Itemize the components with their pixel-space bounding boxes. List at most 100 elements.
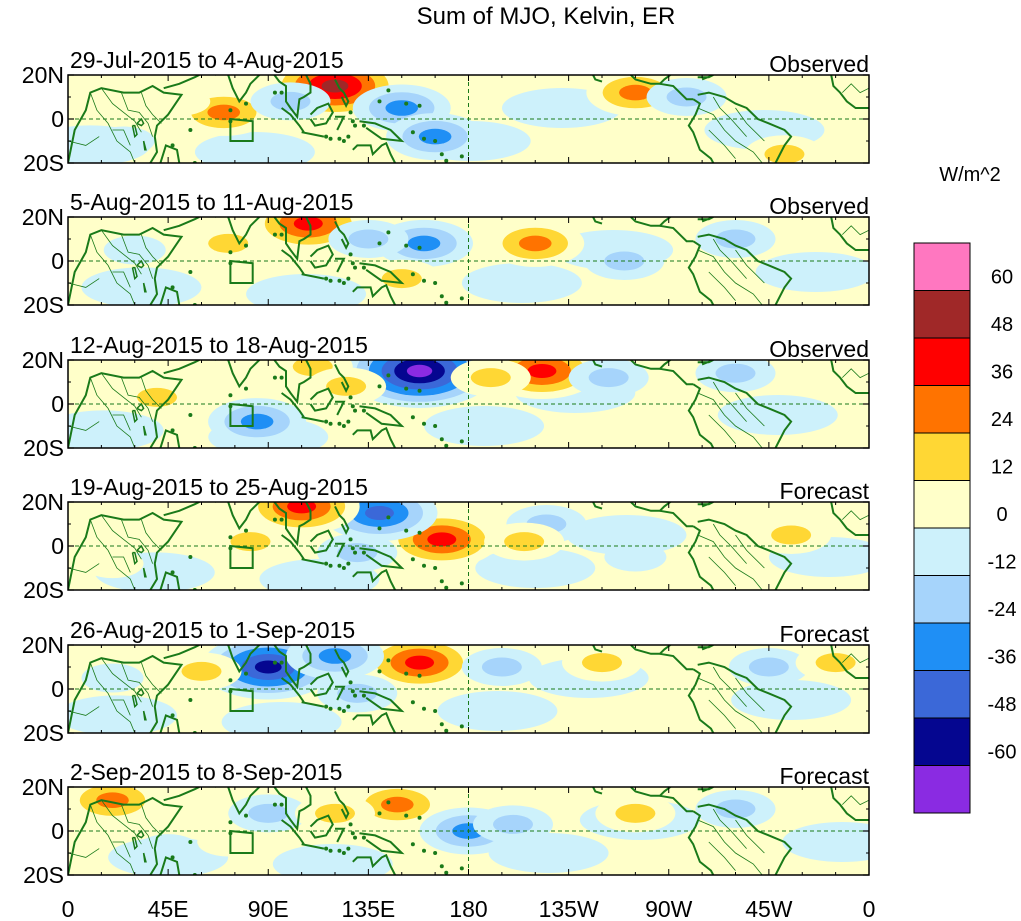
- island: [337, 706, 342, 711]
- island: [279, 660, 284, 665]
- coastline: [630, 217, 672, 227]
- island: [324, 419, 329, 424]
- coastline: [214, 787, 261, 816]
- island: [244, 813, 248, 818]
- island: [337, 563, 342, 568]
- island: [337, 421, 342, 426]
- island: [170, 285, 175, 290]
- country-border: [708, 129, 736, 159]
- colorbar-label: 12: [991, 457, 1013, 479]
- anomaly-contour: [270, 91, 311, 111]
- coastline: [273, 645, 312, 690]
- coastline: [830, 502, 869, 536]
- island: [361, 550, 366, 555]
- coastline: [309, 672, 334, 697]
- panel-stack: 20N 0 20S 29-Jul-2015 to 4-Aug-2015 Observed…: [22, 47, 870, 888]
- chart-title: Sum of MJO, Kelvin, ER: [417, 3, 676, 30]
- country-border: [121, 92, 153, 137]
- country-border: [842, 795, 869, 806]
- y-tick-label: 20S: [23, 720, 64, 746]
- island: [324, 846, 329, 851]
- country-border: [842, 368, 869, 379]
- y-tick-label: 20S: [23, 150, 64, 176]
- coastline: [163, 787, 200, 802]
- island: [244, 386, 248, 391]
- lake-outline: [136, 687, 145, 697]
- panel-status-label: Observed: [769, 51, 869, 77]
- anomaly-contour: [197, 827, 260, 857]
- island: [377, 241, 382, 246]
- lake-outline: [131, 124, 138, 139]
- island: [439, 437, 444, 442]
- country-border: [735, 249, 765, 284]
- island: [417, 245, 422, 250]
- region-box: [229, 544, 254, 569]
- colorbar-label: -24: [988, 599, 1017, 621]
- country-border: [712, 381, 747, 422]
- country-border: [101, 657, 142, 703]
- anomaly-contour: [81, 549, 144, 579]
- anomaly-contour: [764, 144, 805, 163]
- anomaly-contour: [771, 525, 812, 545]
- panel-6: 20N 0 20S 2-Sep-2015 to 8-Sep-2015 Forecast: [22, 759, 870, 888]
- coastlines: [68, 787, 869, 875]
- island: [346, 276, 351, 281]
- lake-outline: [142, 710, 147, 721]
- island: [346, 419, 351, 424]
- x-tick-label: 135W: [539, 896, 599, 921]
- coastline: [830, 75, 869, 109]
- anomaly-field: [68, 360, 838, 448]
- anomaly-contour: [381, 796, 414, 813]
- colorbar-label: -48: [988, 694, 1017, 716]
- country-border: [697, 534, 763, 590]
- x-tick-label: 45W: [745, 896, 793, 921]
- panel-period-label: 2-Sep-2015 to 8-Sep-2015: [70, 759, 342, 785]
- colorbar-label: 0: [996, 504, 1007, 526]
- country-border: [101, 87, 142, 133]
- coastline: [352, 568, 396, 590]
- y-tick-label: 20S: [23, 577, 64, 603]
- country-border: [842, 653, 869, 664]
- coastline: [334, 78, 350, 109]
- country-border: [121, 234, 153, 279]
- country-border: [708, 414, 736, 444]
- island: [279, 517, 284, 522]
- lake-outline: [131, 266, 138, 281]
- country-border: [68, 278, 100, 288]
- island: [244, 101, 248, 106]
- country-border: [68, 421, 100, 431]
- x-tick-label: 90W: [645, 896, 693, 921]
- coastline: [687, 810, 715, 875]
- coastline: [281, 819, 305, 845]
- coastline: [334, 220, 350, 251]
- island: [348, 110, 353, 115]
- y-tick-label: 0: [51, 818, 64, 844]
- island: [361, 693, 366, 698]
- colorbar-label: 24: [991, 409, 1013, 431]
- island: [348, 395, 353, 400]
- coastline: [659, 652, 694, 671]
- coastline: [159, 714, 181, 733]
- coastline: [697, 217, 714, 223]
- coastline: [281, 534, 305, 560]
- island: [348, 822, 353, 827]
- island: [272, 660, 277, 665]
- coastline: [352, 141, 396, 163]
- coastline: [301, 273, 325, 280]
- panel-period-label: 5-Aug-2015 to 11-Aug-2015: [70, 189, 353, 215]
- lake-outline: [136, 829, 145, 839]
- island: [341, 851, 346, 855]
- colorbar-swatch: [913, 670, 971, 719]
- island: [244, 243, 248, 248]
- island: [353, 265, 358, 270]
- anomaly-contour: [385, 100, 419, 116]
- lake-outline: [136, 544, 145, 554]
- island: [328, 136, 333, 141]
- island: [337, 136, 342, 141]
- island: [433, 424, 438, 428]
- panel-period-label: 19-Aug-2015 to 25-Aug-2015: [70, 474, 368, 500]
- country-border: [68, 706, 100, 716]
- island: [188, 270, 193, 274]
- coastline: [334, 790, 350, 821]
- country-border: [735, 107, 765, 142]
